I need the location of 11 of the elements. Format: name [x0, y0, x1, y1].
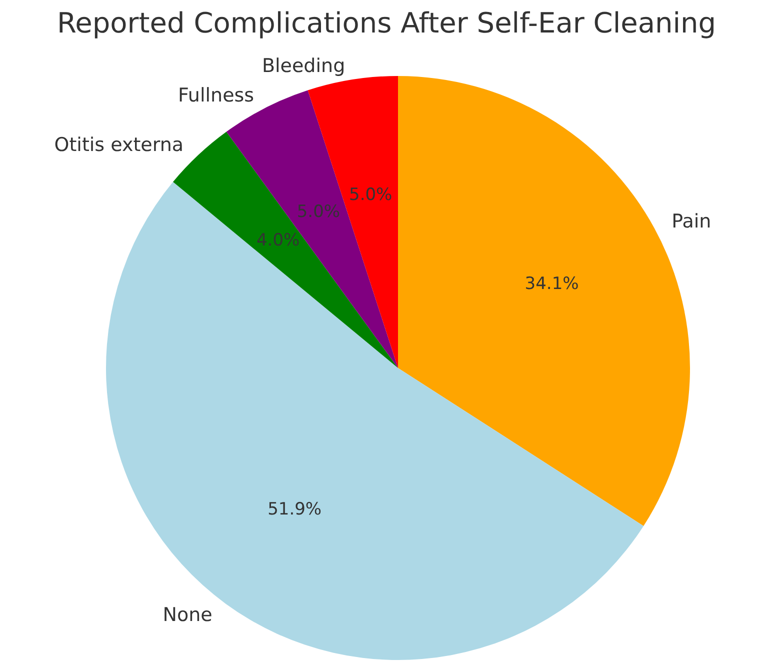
- data-label: 5.0%: [296, 202, 340, 222]
- chart-title: Reported Complications After Self-Ear Cleaning: [56, 6, 716, 40]
- data-label: 4.0%: [256, 230, 300, 250]
- slice-label: Fullness: [178, 84, 254, 106]
- slice-label: Otitis externa: [54, 134, 184, 156]
- slice-label: None: [162, 604, 212, 626]
- slice-label: Pain: [672, 210, 712, 232]
- data-label: 51.9%: [268, 499, 322, 520]
- slice-label: Bleeding: [262, 54, 346, 77]
- data-label: 5.0%: [348, 184, 392, 205]
- data-label: 34.1%: [524, 274, 579, 294]
